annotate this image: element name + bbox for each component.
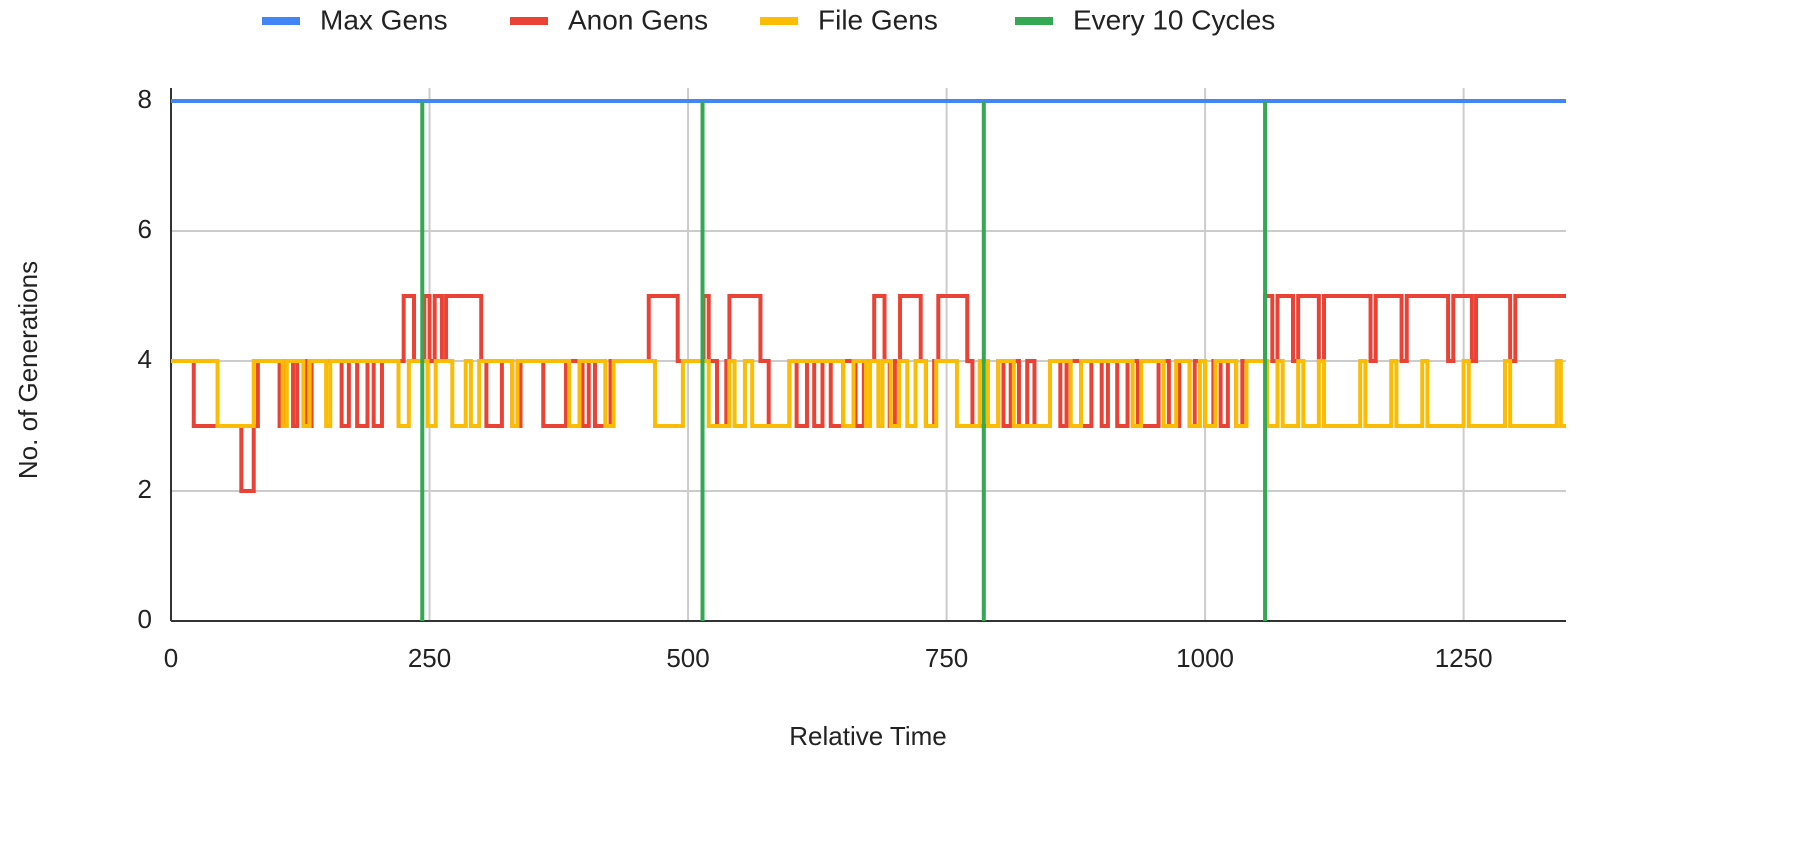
y-tick-label: 0 xyxy=(138,604,152,634)
legend-label: Every 10 Cycles xyxy=(1073,4,1275,35)
legend-label: Anon Gens xyxy=(568,4,708,35)
y-tick-label: 4 xyxy=(138,344,152,374)
y-tick-label: 2 xyxy=(138,474,152,504)
y-tick-label: 8 xyxy=(138,84,152,114)
legend: Max Gens Anon Gens File Gens Every 10 Cycle… xyxy=(262,4,1275,35)
series-line xyxy=(420,101,1268,621)
x-tick-label: 0 xyxy=(164,643,178,673)
series-line xyxy=(171,359,1566,428)
x-tick-label: 500 xyxy=(666,643,709,673)
y-axis-title: No. of Generations xyxy=(13,261,43,479)
x-tick-label: 1000 xyxy=(1176,643,1234,673)
legend-swatch xyxy=(510,17,548,25)
x-tick-label: 250 xyxy=(408,643,451,673)
legend-swatch xyxy=(760,17,798,25)
legend-swatch xyxy=(262,17,300,25)
x-axis-title: Relative Time xyxy=(789,721,947,751)
series-line xyxy=(171,294,1566,493)
legend-swatch xyxy=(1015,17,1053,25)
legend-label: Max Gens xyxy=(320,4,448,35)
plot-area xyxy=(171,99,1566,621)
x-tick-label: 750 xyxy=(925,643,968,673)
legend-label: File Gens xyxy=(818,4,938,35)
y-tick-label: 6 xyxy=(138,214,152,244)
x-tick-label: 1250 xyxy=(1435,643,1493,673)
